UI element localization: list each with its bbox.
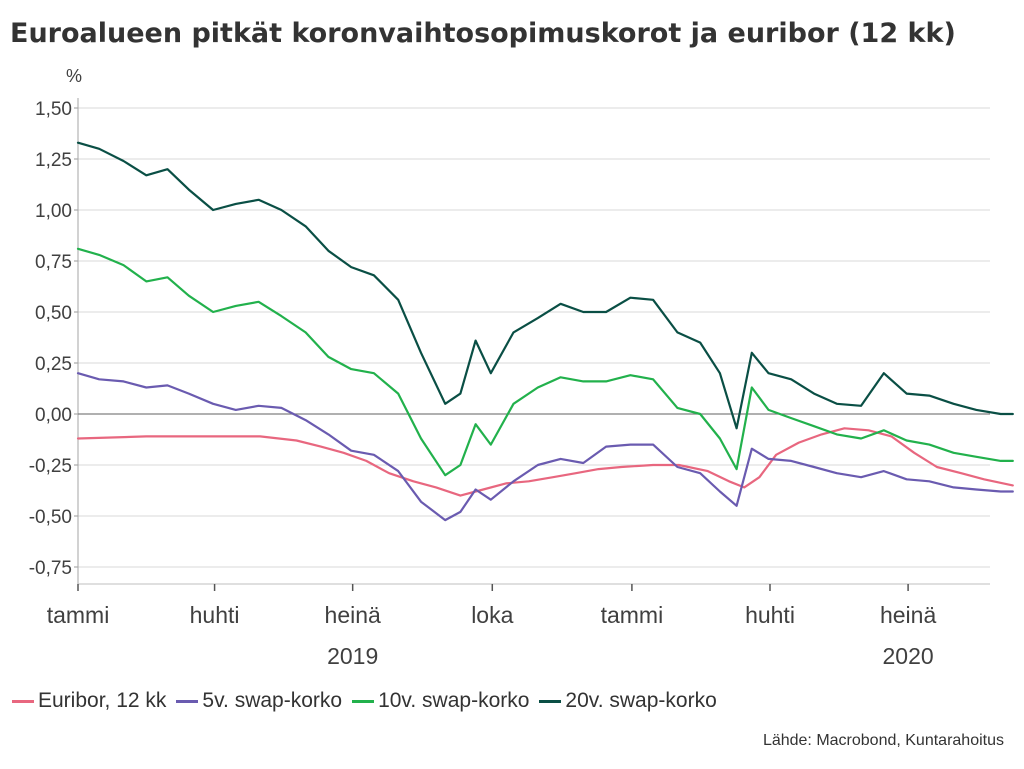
- legend-item-euribor: Euribor, 12 kk: [12, 689, 166, 713]
- y-tick-label: 0,50: [35, 303, 72, 324]
- y-tick-label: 0,75: [35, 252, 72, 273]
- y-tick-label: -0,75: [29, 558, 72, 579]
- legend-swatch-swap10: [352, 699, 375, 703]
- y-tick-label: -0,50: [29, 507, 72, 528]
- x-tick-label: tammi: [601, 602, 664, 628]
- x-tick-label: heinä: [325, 602, 381, 628]
- x-tick-label: huhti: [745, 602, 795, 628]
- series-line-swap5: [76, 372, 1014, 522]
- legend-label-swap10: 10v. swap-korko: [378, 689, 530, 712]
- y-tick-label: -0,25: [29, 456, 72, 477]
- legend-swatch-swap20: [539, 699, 562, 703]
- x-tick-label: huhti: [190, 602, 240, 628]
- x-tick-label: heinä: [880, 602, 936, 628]
- y-axis-unit-label: %: [66, 66, 82, 86]
- legend-label-swap20: 20v. swap-korko: [565, 689, 717, 712]
- x-tick-label: tammi: [47, 602, 110, 628]
- y-tick-label: 0,25: [35, 354, 72, 375]
- legend-swatch-swap5: [176, 699, 199, 703]
- x-tick-label: loka: [471, 602, 513, 628]
- legend: Euribor, 12 kk 5v. swap-korko 10v. swap-…: [12, 689, 727, 713]
- legend-item-swap5: 5v. swap-korko: [176, 689, 342, 713]
- series-line-swap10: [76, 247, 1014, 477]
- y-tick-label: 0,00: [35, 405, 72, 426]
- chart-title: Euroalueen pitkät koronvaihtosopimuskoro…: [10, 18, 956, 49]
- legend-label-euribor: Euribor, 12 kk: [38, 689, 167, 712]
- y-tick-label: 1,00: [35, 201, 72, 222]
- source-note: Lähde: Macrobond, Kuntarahoitus: [762, 732, 1004, 749]
- series-line-swap20: [76, 141, 1014, 430]
- legend-item-swap20: 20v. swap-korko: [539, 689, 717, 713]
- y-tick-label: 1,50: [35, 99, 72, 120]
- legend-label-swap5: 5v. swap-korko: [202, 689, 343, 712]
- x-year-label: 2019: [327, 643, 378, 669]
- x-year-label: 2020: [883, 643, 934, 669]
- legend-swatch-euribor: [12, 699, 34, 703]
- line-chart: 1,50 1,25 1,00 0,75 0,50 0,25 0,00 -0,25 -0,50 -0…: [29, 66, 1014, 669]
- y-tick-label: 1,25: [35, 150, 72, 171]
- series-line-euribor: [76, 427, 1014, 497]
- legend-item-swap10: 10v. swap-korko: [352, 689, 529, 713]
